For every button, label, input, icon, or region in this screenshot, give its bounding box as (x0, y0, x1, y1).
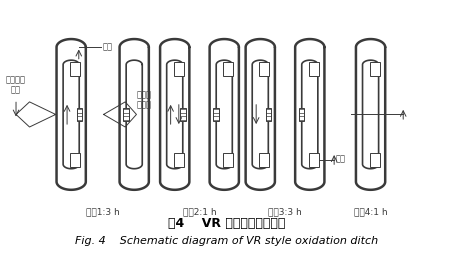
Bar (370, 62, 380, 76)
Bar (213, 107, 219, 121)
Bar (180, 107, 186, 121)
Bar (260, 153, 270, 167)
Bar (223, 62, 233, 76)
Text: 内、外
出流堰: 内、外 出流堰 (136, 90, 151, 109)
Bar (123, 107, 129, 121)
Text: 出水: 出水 (336, 154, 346, 163)
Bar (370, 153, 380, 167)
Bar (70, 62, 80, 76)
Bar (77, 107, 82, 121)
Text: 出水: 出水 (102, 42, 112, 51)
Bar (309, 62, 319, 76)
Text: 阶段1:3 h: 阶段1:3 h (86, 208, 120, 216)
Text: 图4    VR 型氧化沟工作示意: 图4 VR 型氧化沟工作示意 (168, 217, 285, 230)
Text: 内、外活
拍门: 内、外活 拍门 (6, 75, 26, 94)
Text: 阶段2:1 h: 阶段2:1 h (183, 208, 216, 216)
Bar (70, 153, 80, 167)
Bar (174, 153, 184, 167)
Bar (260, 62, 270, 76)
Text: Fig. 4    Schematic diagram of VR style oxidation ditch: Fig. 4 Schematic diagram of VR style oxi… (75, 236, 378, 246)
Bar (174, 62, 184, 76)
Bar (266, 107, 271, 121)
Bar (223, 153, 233, 167)
Text: 阶段4:1 h: 阶段4:1 h (354, 208, 387, 216)
Text: 阶段3:3 h: 阶段3:3 h (268, 208, 302, 216)
Bar (309, 153, 319, 167)
Bar (299, 107, 304, 121)
